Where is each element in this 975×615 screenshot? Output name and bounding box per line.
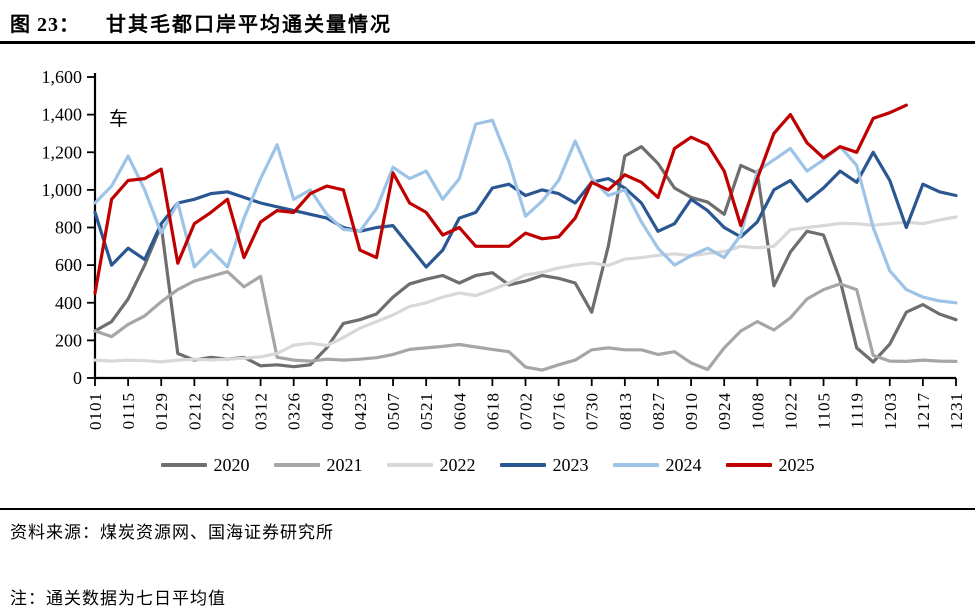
x-axis-tick-label: 0312 <box>252 392 271 430</box>
series-line-2023 <box>93 150 958 269</box>
x-axis-tick-label: 0423 <box>351 392 370 430</box>
legend-item-2025: 2025 <box>725 452 815 478</box>
note-text: 注：通关数据为七日平均值 <box>10 589 226 608</box>
x-axis-tick-label: 0409 <box>318 392 337 430</box>
series-line-2020 <box>93 145 958 369</box>
y-axis-tick-label: 1,400 <box>42 105 83 125</box>
legend-item-2023: 2023 <box>499 452 589 478</box>
x-axis-tick-label: 0129 <box>152 392 171 430</box>
legend-swatch-2021 <box>273 463 320 467</box>
x-axis-tick-label: 0827 <box>649 392 668 430</box>
legend-swatch-2022 <box>386 463 433 467</box>
x-axis-tick-label: 0716 <box>550 392 569 430</box>
unit-label: 车 <box>109 108 128 130</box>
legend-swatch-2025 <box>725 463 772 467</box>
x-axis-tick-label: 0604 <box>450 392 469 430</box>
y-axis-tick-label: 0 <box>73 368 82 388</box>
series-line-2021 <box>93 270 958 372</box>
legend-swatch-2024 <box>612 463 659 467</box>
y-axis-tick-label: 1,600 <box>42 67 83 87</box>
x-axis-tick-label: 0924 <box>715 392 734 430</box>
x-axis-tick-label: 0618 <box>483 392 502 430</box>
x-axis-tick-label: 0730 <box>583 392 602 430</box>
footer-divider <box>0 508 975 510</box>
figure-title: 甘其毛都口岸平均通关量情况 <box>106 14 392 36</box>
legend-swatch-2020 <box>160 463 207 467</box>
x-axis-tick-label: 0115 <box>119 392 138 429</box>
x-axis-tick-label: 1105 <box>815 392 834 429</box>
figure-title-row: 图 23： 甘其毛都口岸平均通关量情况 <box>10 8 392 37</box>
series-line-2022 <box>93 215 958 364</box>
x-axis-tick-label: 0702 <box>517 392 536 430</box>
y-axis-tick-label: 800 <box>55 218 82 238</box>
x-axis-tick-label: 1119 <box>848 392 867 429</box>
x-axis-tick-label: 0326 <box>285 392 304 430</box>
x-axis-tick-label: 1231 <box>947 392 966 430</box>
y-axis-tick-label: 1,200 <box>42 142 83 162</box>
y-axis-tick-label: 400 <box>55 293 82 313</box>
x-axis-tick-label: 0910 <box>682 392 701 430</box>
chart-canvas: 0 200 400 600 800 1,000 1,200 1,400 1,600 0101 011… <box>42 67 967 430</box>
legend-label-2024: 2024 <box>665 455 702 475</box>
x-axis-tick-label: 0101 <box>86 392 105 430</box>
legend-item-2024: 2024 <box>612 452 702 478</box>
x-axis-tick-label: 1008 <box>748 392 767 430</box>
line-chart: 0 200 400 600 800 1,000 1,200 1,400 1,600 0101 011… <box>0 50 975 448</box>
x-axis-tick-label: 0226 <box>218 392 237 430</box>
legend-label-2022: 2022 <box>439 455 476 475</box>
chart-legend: 2020 2021 2022 2023 2024 2025 <box>0 452 975 478</box>
legend-label-2023: 2023 <box>552 455 589 475</box>
x-axis-tick-label: 0212 <box>185 392 204 430</box>
y-axis-tick-label: 1,000 <box>42 180 83 200</box>
legend-item-2021: 2021 <box>273 452 363 478</box>
legend-swatch-2023 <box>499 463 546 467</box>
figure-number-label: 图 23： <box>10 14 80 36</box>
y-axis-tick-label: 200 <box>55 330 82 350</box>
legend-label-2021: 2021 <box>326 455 363 475</box>
x-axis-tick-label: 1203 <box>881 392 900 430</box>
x-axis-tick-label: 1217 <box>914 392 933 430</box>
series-line-2025 <box>93 103 908 295</box>
legend-label-2020: 2020 <box>213 455 250 475</box>
x-axis-tick-label: 0507 <box>384 392 403 430</box>
x-axis-tick-label: 0521 <box>417 392 436 430</box>
source-text: 资料来源：煤炭资源网、国海证券研究所 <box>10 523 334 542</box>
x-axis-tick-label: 1022 <box>781 392 800 430</box>
legend-item-2020: 2020 <box>160 452 250 478</box>
y-axis-tick-label: 600 <box>55 255 82 275</box>
legend-item-2022: 2022 <box>386 452 476 478</box>
x-axis-tick-label: 0813 <box>616 392 635 430</box>
title-underline-rule <box>0 41 975 44</box>
legend-label-2025: 2025 <box>778 455 815 475</box>
